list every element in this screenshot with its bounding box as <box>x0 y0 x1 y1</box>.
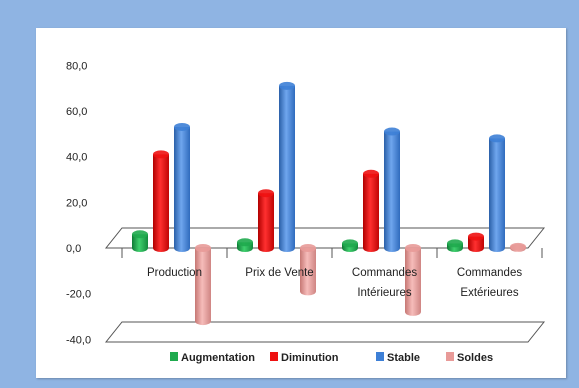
bar-augmentation <box>237 238 253 252</box>
bar-diminution <box>153 150 169 252</box>
bar-top <box>489 134 505 143</box>
bar-diminution <box>468 232 484 252</box>
category-label: Commandes <box>352 267 417 279</box>
bar-body <box>384 131 400 248</box>
bar-body <box>468 236 484 248</box>
bar-base <box>153 244 169 252</box>
bar-top <box>384 127 400 136</box>
legend-item: Soldes <box>446 352 493 364</box>
bar-soldes <box>510 242 526 252</box>
bar-augmentation <box>342 239 358 252</box>
bar-top <box>405 244 421 252</box>
legend: Augmentation Diminution Stable Soldes <box>170 352 493 364</box>
category-label: Production <box>147 267 202 279</box>
y-tick-label: 40,0 <box>66 152 87 164</box>
bar-top <box>132 230 148 239</box>
y-tick-label: 60,0 <box>66 106 87 118</box>
bar-augmentation <box>447 239 463 252</box>
bar-base <box>258 244 274 252</box>
bar-top <box>153 150 169 159</box>
bars-layer <box>132 81 526 326</box>
legend-label: Soldes <box>457 352 493 364</box>
category-label: Extérieures <box>460 287 518 299</box>
chart-panel <box>36 28 566 378</box>
bar-base <box>384 244 400 252</box>
bar-base <box>405 307 421 316</box>
bar-base <box>195 317 211 326</box>
bar-base <box>468 244 484 252</box>
bar-base <box>174 244 190 252</box>
bar-body <box>363 173 379 248</box>
legend-swatch <box>270 352 278 361</box>
bar-body <box>300 248 316 292</box>
bar-base <box>489 244 505 252</box>
bar-top <box>258 189 274 198</box>
bar-soldes <box>405 244 421 316</box>
floor-plane <box>104 321 546 343</box>
bar-base <box>363 244 379 252</box>
bar-body <box>279 85 295 248</box>
legend-item: Stable <box>376 352 420 364</box>
labels-layer: Production Prix de Vente Commandes Intérieu… <box>147 267 522 299</box>
bar-base <box>300 287 316 296</box>
legend-label: Diminution <box>281 352 339 364</box>
y-tick-label: 20,0 <box>66 197 87 209</box>
bar-body <box>195 248 211 322</box>
bar-soldes <box>300 244 316 296</box>
bar-base <box>132 244 148 252</box>
chart-frame: 80,0 60,0 40,0 20,0 0,0 -20,0 -40,0 Production… <box>6 4 571 382</box>
y-tick-label: -40,0 <box>66 334 91 346</box>
y-tick-label: 80,0 <box>66 60 87 72</box>
bar-top <box>237 238 253 247</box>
bar-top <box>363 169 379 178</box>
bar-body <box>153 154 169 248</box>
bar-soldes <box>195 244 211 326</box>
bar-top <box>342 239 358 248</box>
bar-top <box>447 239 463 248</box>
bar-stable <box>384 127 400 252</box>
bar-body <box>258 193 274 248</box>
y-tick-label: 0,0 <box>66 243 81 255</box>
bar-diminution <box>363 169 379 252</box>
bar-top <box>300 244 316 252</box>
legend-swatch <box>446 352 454 361</box>
legend-item: Diminution <box>270 352 339 364</box>
bar-top <box>195 244 211 252</box>
category-label: Prix de Vente <box>245 267 313 279</box>
y-tick-label: -20,0 <box>66 289 91 301</box>
category-label: Commandes <box>457 267 522 279</box>
legend-label: Augmentation <box>181 352 255 364</box>
bar-stable <box>174 122 190 252</box>
bar-body <box>405 248 421 312</box>
legend-label: Stable <box>387 352 420 364</box>
bar-body <box>174 126 190 248</box>
axis-layer: 80,0 60,0 40,0 20,0 0,0 -20,0 -40,0 <box>66 60 546 346</box>
bar-stable <box>489 134 505 252</box>
bar-body <box>489 138 505 248</box>
bar-top <box>174 122 190 131</box>
legend-item: Augmentation <box>170 352 255 364</box>
bar-augmentation <box>132 230 148 252</box>
category-label: Intérieures <box>357 287 412 299</box>
bar-chart: 80,0 60,0 40,0 20,0 0,0 -20,0 -40,0 Production… <box>66 60 546 364</box>
bar-top <box>510 242 526 251</box>
bar-top <box>279 81 295 90</box>
bar-top <box>468 232 484 241</box>
legend-swatch <box>170 352 178 361</box>
bar-base <box>279 244 295 252</box>
bar-diminution <box>258 189 274 252</box>
legend-swatch <box>376 352 384 361</box>
bar-base <box>237 244 253 252</box>
bar-stable <box>279 81 295 252</box>
